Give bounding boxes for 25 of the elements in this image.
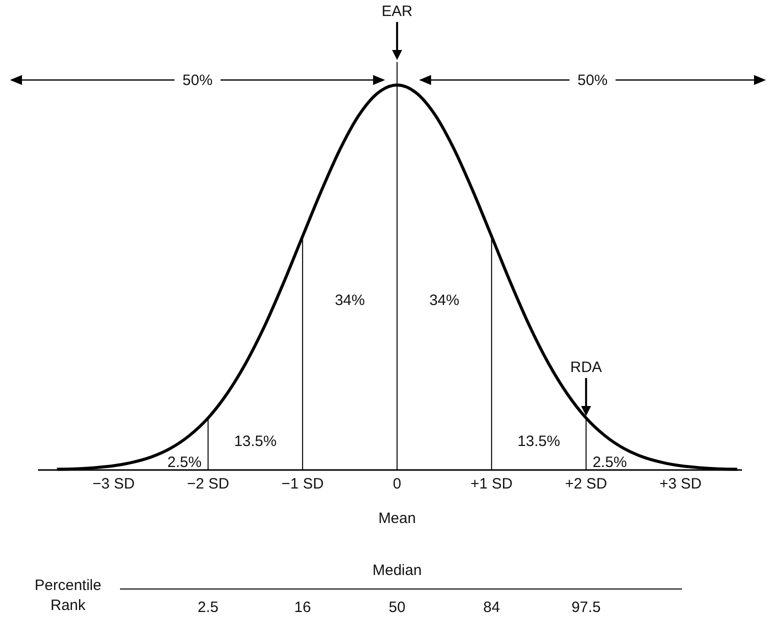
- text: 97.5: [571, 599, 601, 616]
- ref-line-label: RDA: [570, 359, 602, 376]
- x-tick-label: −3 SD: [92, 476, 135, 493]
- text: 16: [294, 599, 311, 616]
- annotation: 2.5%: [592, 454, 627, 471]
- x-tick-label: +1 SD: [470, 476, 513, 493]
- ref-line-label: EAR: [382, 3, 413, 20]
- annotation: 13.5%: [234, 433, 277, 450]
- x-tick-label: +3 SD: [660, 476, 702, 493]
- x-tick-label: +2 SD: [565, 476, 608, 493]
- x-tick-label: −2 SD: [187, 476, 230, 493]
- annotation: 34%: [334, 292, 365, 309]
- text: Median: [372, 562, 422, 579]
- x-tick-label: −1 SD: [282, 476, 324, 493]
- annotation: 13.5%: [518, 433, 560, 450]
- annotation: 50%: [182, 72, 213, 89]
- x-tick-label: 0: [392, 476, 402, 493]
- text: 50: [388, 599, 406, 616]
- annotation: 2.5%: [167, 454, 202, 471]
- annotation: 34%: [429, 292, 460, 309]
- text: Mean: [378, 510, 416, 527]
- text: 2.5: [198, 599, 219, 616]
- annotation: 50%: [578, 72, 608, 89]
- text: 84: [483, 599, 500, 616]
- text: Percentile Rank: [34, 577, 102, 614]
